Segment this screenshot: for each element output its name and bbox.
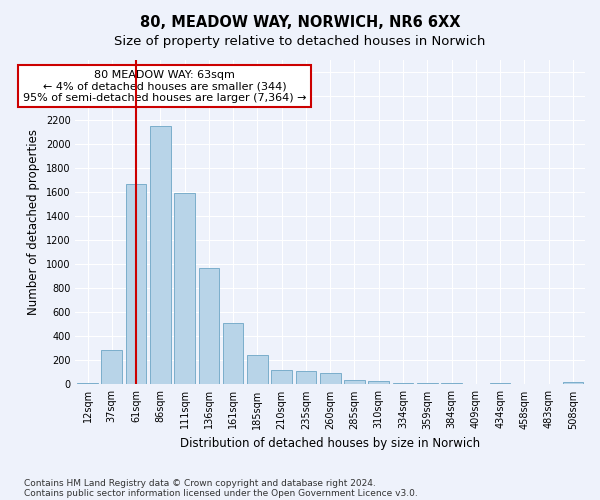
Bar <box>490 382 511 384</box>
Bar <box>392 383 413 384</box>
Bar <box>77 382 98 384</box>
Bar <box>199 268 219 384</box>
X-axis label: Distribution of detached houses by size in Norwich: Distribution of detached houses by size … <box>180 437 480 450</box>
Bar <box>563 382 583 384</box>
Bar <box>296 370 316 384</box>
Bar <box>150 126 170 384</box>
Text: Contains HM Land Registry data © Crown copyright and database right 2024.: Contains HM Land Registry data © Crown c… <box>24 478 376 488</box>
Bar <box>223 323 244 384</box>
Bar <box>417 383 437 384</box>
Bar <box>247 355 268 384</box>
Bar <box>320 373 341 384</box>
Bar <box>441 382 462 384</box>
Bar <box>368 381 389 384</box>
Y-axis label: Number of detached properties: Number of detached properties <box>27 129 40 315</box>
Text: Size of property relative to detached houses in Norwich: Size of property relative to detached ho… <box>115 35 485 48</box>
Bar <box>271 370 292 384</box>
Bar <box>101 350 122 384</box>
Text: 80, MEADOW WAY, NORWICH, NR6 6XX: 80, MEADOW WAY, NORWICH, NR6 6XX <box>140 15 460 30</box>
Text: Contains public sector information licensed under the Open Government Licence v3: Contains public sector information licen… <box>24 488 418 498</box>
Text: 80 MEADOW WAY: 63sqm
← 4% of detached houses are smaller (344)
95% of semi-detac: 80 MEADOW WAY: 63sqm ← 4% of detached ho… <box>23 70 307 103</box>
Bar <box>174 194 195 384</box>
Bar <box>126 184 146 384</box>
Bar <box>344 380 365 384</box>
